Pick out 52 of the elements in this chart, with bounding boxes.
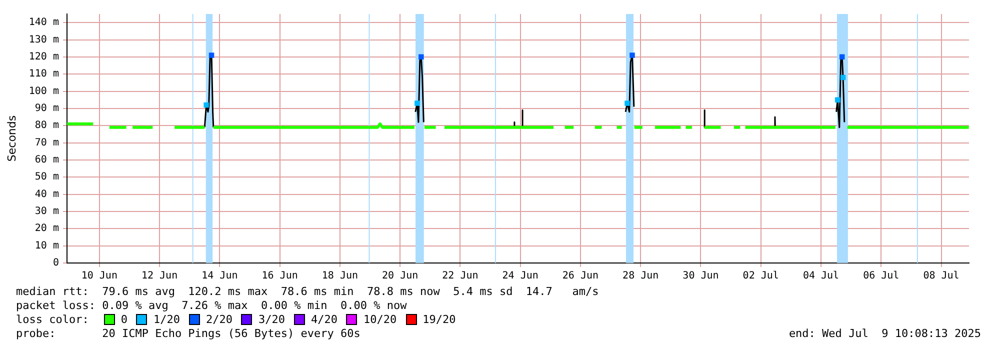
legend-title: loss color: [16,313,89,326]
point [624,100,630,106]
point [839,54,845,60]
y-tick-label: 30 m [34,206,59,218]
y-tick-label: 100 m [28,86,59,97]
y-tick-label: 0 [52,258,59,269]
x-tick-label: 26 Jun [562,270,599,282]
y-tick-label: 20 m [34,223,59,234]
point [208,52,214,58]
y-tick-label: 120 m [28,52,59,63]
text: probe: 20 ICMP Echo Pings (56 Bytes) every 60s [16,327,360,340]
text: packet loss: 0.09 % avg 7.26 % max 0.00 % min 0.00 % now [16,299,407,312]
x-tick-label: 12 Jun [141,270,178,282]
legend-label: 2/20 [206,313,232,326]
point [840,74,846,80]
y-tick-label: 110 m [28,68,59,80]
x-tick-label: 04 Jul [802,270,840,282]
legend-label: 19/20 [422,313,456,326]
x-tick-label: 16 Jun [262,270,298,282]
y-tick-label: 90 m [34,103,59,114]
x-tick-label: 14 Jun [202,270,238,282]
point [418,54,424,60]
x-tick-label: 06 Jul [863,270,900,282]
x-tick-label: 24 Jun [502,270,538,282]
y-tick-label: 80 m [34,120,59,132]
point [630,52,635,58]
x-tick-label: 30 Jun [682,270,719,282]
text: end: Wed Jul 9 10:08:13 2025 [788,327,981,340]
y-tick-label: 140 m [28,17,59,28]
x-tick-label: 10 Jun [81,270,118,282]
y-tick-label: 70 m [34,137,59,148]
x-tick-label: 08 Jul [923,270,960,282]
y-tick-label: 40 m [34,188,59,200]
x-tick-label: 18 Jun [322,270,358,282]
y-tick-label: 10 m [34,240,59,252]
point [414,100,420,106]
text: median rtt: 79.6 ms avg 120.2 ms max 78.6 ms min 78.8 ms now 5.4 ms sd 14.7 am/s [16,285,599,298]
x-tick-label: 22 Jun [442,270,478,282]
point [204,102,209,108]
x-tick-label: 28 Jun [622,270,659,282]
y-tick-label: 50 m [34,172,59,183]
y-tick-label: 60 m [34,154,59,166]
x-tick-label: 02 Jul [742,270,779,282]
x-tick-label: 20 Jun [382,270,418,282]
legend-label: 0 [120,313,128,326]
legend-label: 4/20 [310,313,338,326]
legend-label: 1/20 [153,313,180,326]
point [834,97,840,102]
legend-label: 10/20 [363,313,397,326]
y-axis-title: Seconds [5,115,18,162]
y-tick-label: 130 m [28,34,59,46]
legend-label: 3/20 [258,313,285,326]
